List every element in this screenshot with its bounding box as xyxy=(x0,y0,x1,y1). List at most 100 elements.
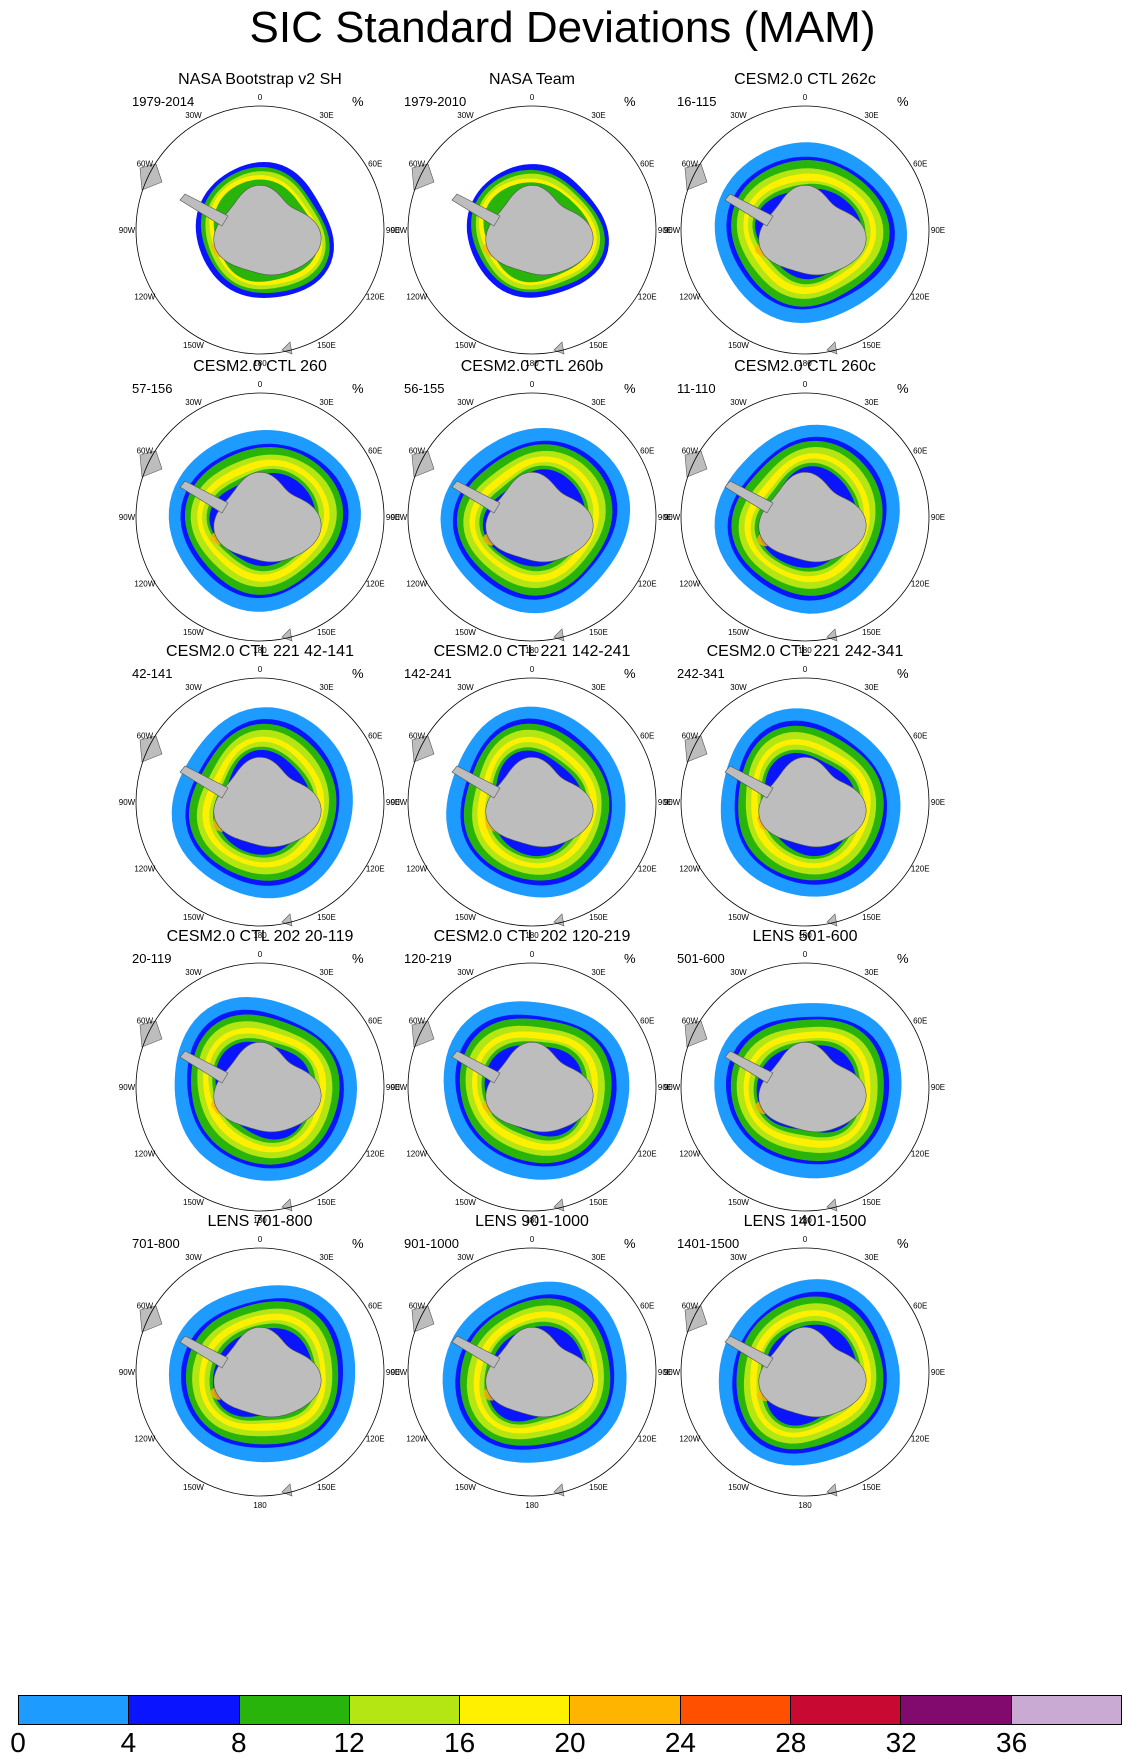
compass-label: 150W xyxy=(728,1198,749,1207)
compass-label: 180 xyxy=(798,359,812,368)
polar-map: 0 30E 60E 90E 120E 150E 180 150W 120W 90W 60W 30W xyxy=(391,950,672,1225)
panel-units: % xyxy=(352,381,364,396)
colorbar-tick-label: 0 xyxy=(10,1727,26,1758)
compass-label: 120W xyxy=(134,580,155,589)
panel-years: 501-600 xyxy=(677,951,725,966)
new-zealand-tip xyxy=(826,341,838,355)
compass-label: 60W xyxy=(682,732,699,741)
colorbar-tick-label: 24 xyxy=(664,1727,696,1758)
panel-years: 242-341 xyxy=(677,666,725,681)
compass-label: 150W xyxy=(455,628,476,637)
antarctica-landmass xyxy=(213,756,322,848)
compass-label: 180 xyxy=(253,1216,267,1225)
compass-label: 150W xyxy=(183,913,204,922)
south-america-tip xyxy=(684,450,708,478)
map-panel: CESM2.0 CTL 202 120-219 120-219% 0 30E 60E 90… xyxy=(382,927,682,1242)
map-panel: LENS 701-800 701-800% 0 30E 60E 90E 120E 150E 18… xyxy=(110,1212,410,1527)
compass-label: 0 xyxy=(803,950,808,959)
compass-label: 120E xyxy=(366,1435,385,1444)
new-zealand-tip xyxy=(553,628,565,642)
colorbar-swatch xyxy=(460,1696,571,1724)
south-america-tip xyxy=(684,735,708,763)
compass-label: 60W xyxy=(137,447,154,456)
compass-label: 150W xyxy=(728,341,749,350)
map-boundary xyxy=(407,1247,657,1497)
panel-units: % xyxy=(897,381,909,396)
compass-label: 150W xyxy=(728,628,749,637)
colorbar-swatch xyxy=(791,1696,902,1724)
panel-title: CESM2.0 CTL 221 42-141 xyxy=(166,643,354,660)
compass-label: 60W xyxy=(137,1302,154,1311)
compass-label: 120W xyxy=(134,865,155,874)
map-panel: LENS 501-600 501-600% 0 30E 60E 90E 120E 150E 18… xyxy=(655,927,955,1242)
compass-label: 90E xyxy=(658,798,672,807)
compass-label: 30E xyxy=(864,1253,878,1262)
panel-years: 1401-1500 xyxy=(677,1236,740,1251)
compass-label: 90E xyxy=(931,1368,945,1377)
compass-label: 120E xyxy=(911,865,930,874)
map-boundary xyxy=(680,392,930,642)
compass-label: 90W xyxy=(664,798,681,807)
compass-label: 150E xyxy=(589,1483,608,1492)
compass-label: 180 xyxy=(798,931,812,940)
compass-label: 60E xyxy=(368,447,382,456)
panel-years: 1979-2010 xyxy=(404,94,467,109)
compass-label: 120W xyxy=(406,865,427,874)
panel-title: CESM2.0 CTL 202 120-219 xyxy=(433,928,631,945)
compass-label: 120W xyxy=(134,293,155,302)
panel-years: 901-1000 xyxy=(404,1236,459,1251)
compass-label: 180 xyxy=(525,359,539,368)
compass-label: 60W xyxy=(137,1017,154,1026)
polar-map: 0 30E 60E 90E 120E 150E 180 150W 120W 90W 60W 30W xyxy=(664,1235,945,1510)
compass-label: 120E xyxy=(366,580,385,589)
compass-label: 120W xyxy=(134,1435,155,1444)
compass-label: 90W xyxy=(664,513,681,522)
map-boundary xyxy=(680,677,930,927)
antarctica-landmass xyxy=(758,471,867,563)
antarctica-landmass xyxy=(485,1326,594,1418)
antarctica-landmass xyxy=(213,1326,322,1418)
compass-label: 120E xyxy=(911,580,930,589)
compass-label: 120E xyxy=(366,293,385,302)
compass-label: 30W xyxy=(457,968,474,977)
map-panel: NASA Bootstrap v2 SH 1979-2014% 0 30E 60E 90E… xyxy=(110,70,410,385)
compass-label: 30W xyxy=(457,683,474,692)
compass-label: 150E xyxy=(317,913,336,922)
compass-label: 90E xyxy=(931,226,945,235)
antarctica-landmass xyxy=(213,184,322,276)
compass-label: 120E xyxy=(638,293,657,302)
compass-label: 90E xyxy=(658,226,672,235)
compass-label: 90E xyxy=(386,798,400,807)
compass-label: 120W xyxy=(679,293,700,302)
south-america-tip xyxy=(139,1305,163,1333)
antarctica-landmass xyxy=(758,756,867,848)
compass-label: 120W xyxy=(679,580,700,589)
south-america-tip xyxy=(411,450,435,478)
compass-label: 90E xyxy=(386,513,400,522)
panel-years: 11-110 xyxy=(677,381,716,396)
panel-title: CESM2.0 CTL 202 20-119 xyxy=(166,928,354,945)
compass-label: 60W xyxy=(682,160,699,169)
antarctic-peninsula xyxy=(451,1335,501,1369)
panel-units: % xyxy=(897,1236,909,1251)
panel-units: % xyxy=(624,951,636,966)
map-boundary xyxy=(680,105,930,355)
antarctic-peninsula xyxy=(451,193,501,227)
south-america-tip xyxy=(411,735,435,763)
colorbar-tick-label: 32 xyxy=(885,1727,917,1758)
map-panel: CESM2.0 CTL 202 20-119 20-119% 0 30E 60E 90E 1… xyxy=(110,927,410,1242)
compass-label: 180 xyxy=(798,1216,812,1225)
antarctica-landmass xyxy=(213,471,322,563)
compass-label: 60E xyxy=(913,732,927,741)
new-zealand-tip xyxy=(553,341,565,355)
compass-label: 150E xyxy=(317,628,336,637)
compass-label: 90W xyxy=(391,798,408,807)
compass-label: 30E xyxy=(319,398,333,407)
panel-units: % xyxy=(624,381,636,396)
panel-years: 701-800 xyxy=(132,1236,180,1251)
antarctic-peninsula xyxy=(179,193,229,227)
colorbar xyxy=(18,1695,1122,1725)
map-boundary xyxy=(407,392,657,642)
polar-map: 0 30E 60E 90E 120E 150E 180 150W 120W 90W 60W 30W xyxy=(119,380,400,655)
compass-label: 180 xyxy=(798,646,812,655)
